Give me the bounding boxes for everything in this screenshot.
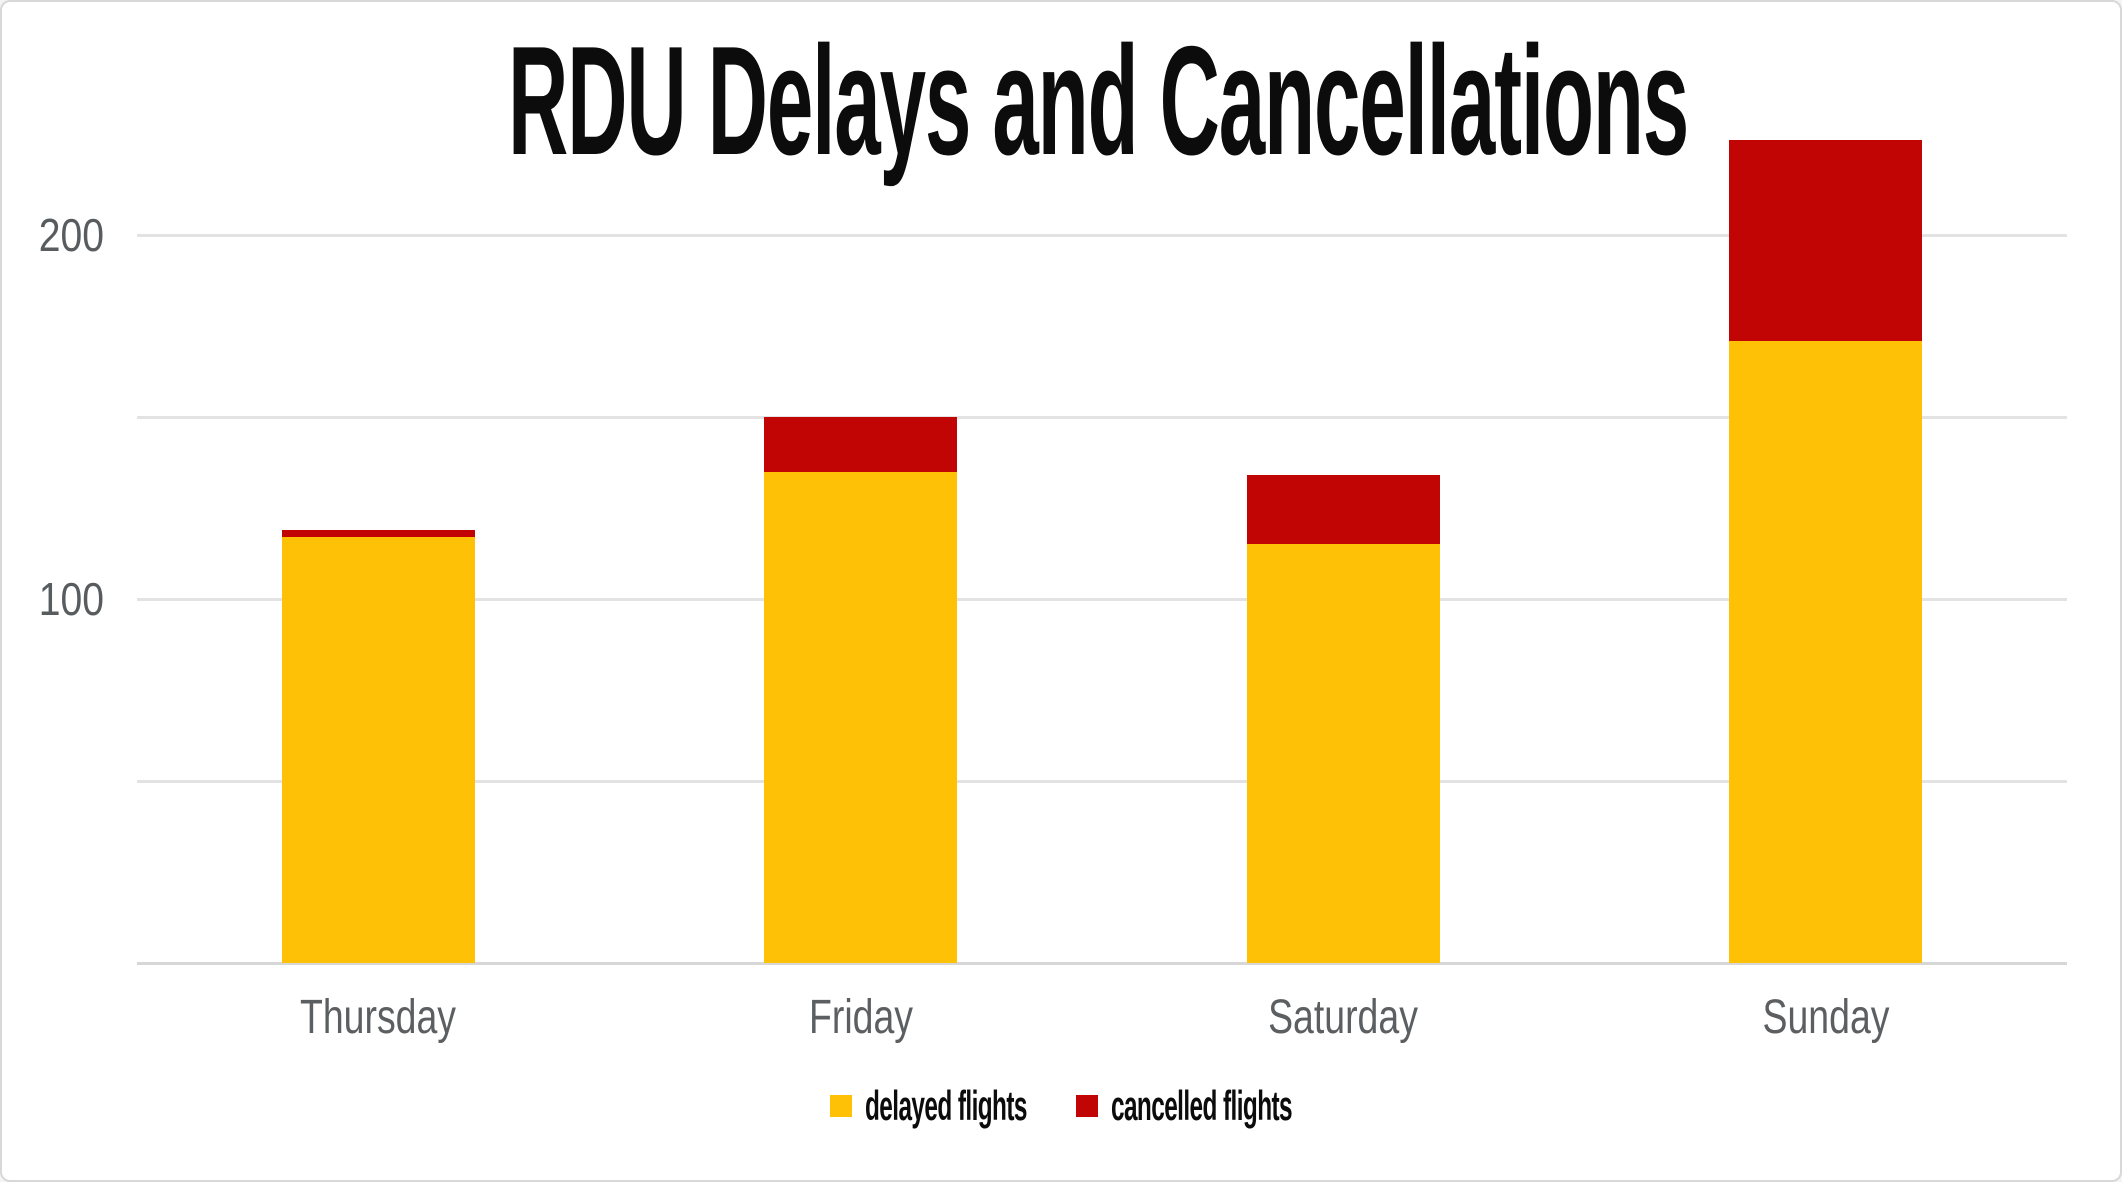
- x-tick-label-thursday: Thursday: [300, 991, 457, 1044]
- gridline: [137, 780, 2067, 783]
- x-tick-label-friday: Friday: [808, 991, 913, 1044]
- bar-segment-cancelled-flights-thursday[interactable]: [281, 529, 475, 538]
- bar-segment-cancelled-flights-saturday[interactable]: [1246, 475, 1440, 545]
- chart-title-text: RDU Delays and Cancellations: [508, 14, 1689, 187]
- bar-segment-cancelled-flights-friday[interactable]: [764, 417, 958, 472]
- gridline: [137, 234, 2067, 237]
- bar-segment-delayed-flights-saturday[interactable]: [1246, 544, 1440, 963]
- bar-segment-delayed-flights-sunday[interactable]: [1729, 340, 1923, 963]
- gridline: [137, 598, 2067, 601]
- x-tick-label-sunday: Sunday: [1762, 991, 1890, 1044]
- legend-swatch: [1076, 1095, 1099, 1117]
- bar-segment-cancelled-flights-sunday[interactable]: [1729, 140, 1923, 341]
- x-axis-baseline: [137, 962, 2067, 965]
- y-tick-label: 100: [38, 573, 104, 625]
- x-tick-label-saturday: Saturday: [1268, 991, 1419, 1044]
- legend: delayed flights cancelled flights: [2, 1082, 2120, 1130]
- legend-item-cancelled-flights[interactable]: cancelled flights: [1076, 1082, 1293, 1130]
- y-tick-label: 200: [38, 209, 104, 261]
- gridline: [137, 416, 2067, 419]
- bar-segment-delayed-flights-friday[interactable]: [764, 471, 958, 963]
- legend-swatch: [829, 1095, 852, 1117]
- legend-item-delayed-flights[interactable]: delayed flights: [829, 1082, 1027, 1130]
- chart-title: RDU Delays and Cancellations: [2, 14, 2120, 187]
- legend-label: cancelled flights: [1111, 1082, 1293, 1129]
- bar-segment-delayed-flights-thursday[interactable]: [281, 537, 475, 963]
- legend-label: delayed flights: [864, 1082, 1027, 1129]
